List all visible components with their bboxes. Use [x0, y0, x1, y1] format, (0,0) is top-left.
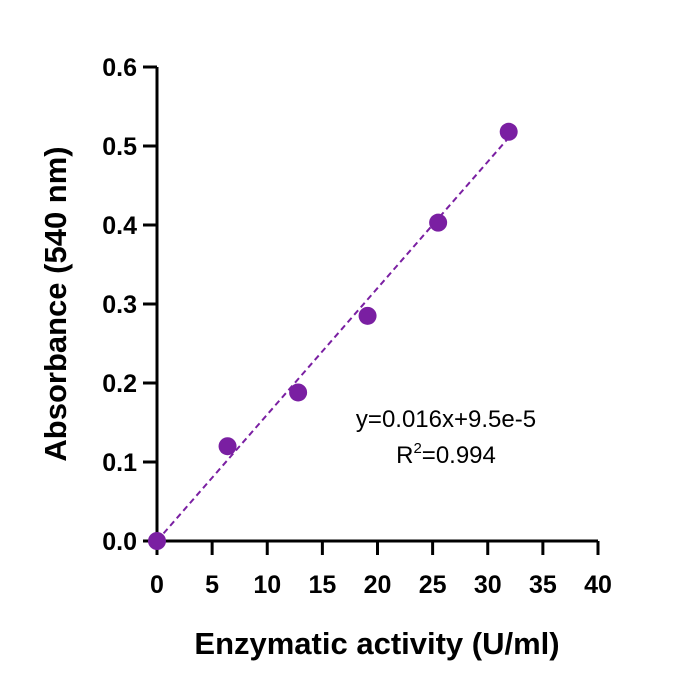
data-point: [218, 437, 237, 456]
y-axis-title: Absorbance (540 nm): [38, 146, 73, 461]
x-tick-label: 25: [419, 571, 447, 599]
r-squared: R2=0.994: [396, 440, 496, 469]
y-tick-label: 0.3: [102, 291, 137, 319]
trend-line: [156, 137, 510, 542]
data-points: [148, 122, 518, 550]
r-squared-value: =0.994: [422, 442, 496, 469]
data-point: [499, 122, 518, 141]
data-point: [429, 213, 448, 232]
r-squared-prefix: R: [396, 442, 413, 469]
y-tick-label: 0.0: [102, 528, 137, 556]
y-tick-label: 0.1: [102, 449, 137, 477]
x-tick-label: 30: [474, 571, 502, 599]
data-point: [358, 306, 377, 325]
y-tick-label: 0.5: [102, 133, 137, 161]
data-point: [148, 532, 166, 550]
data-point: [289, 383, 308, 402]
y-tick-label: 0.6: [102, 54, 137, 82]
r-squared-superscript: 2: [413, 440, 421, 457]
x-tick-label: 10: [253, 571, 281, 599]
x-tick-label: 5: [205, 571, 219, 599]
x-tick-label: 35: [529, 571, 557, 599]
trend-line-group: [156, 137, 510, 542]
y-tick-label: 0.2: [102, 370, 137, 398]
x-tick-label: 0: [150, 571, 164, 599]
axes: 0.0 0.1 0.2 0.3 0.4 0.5 0.6 0 5 10 15 20 25 30 35 40: [102, 54, 612, 599]
x-tick-label: 40: [584, 571, 612, 599]
x-tick-label: 15: [308, 571, 336, 599]
fit-equation: y=0.016x+9.5e-5: [356, 406, 536, 433]
x-tick-label: 20: [364, 571, 392, 599]
x-axis-title: Enzymatic activity (U/ml): [194, 626, 559, 661]
y-tick-label: 0.4: [102, 212, 137, 240]
